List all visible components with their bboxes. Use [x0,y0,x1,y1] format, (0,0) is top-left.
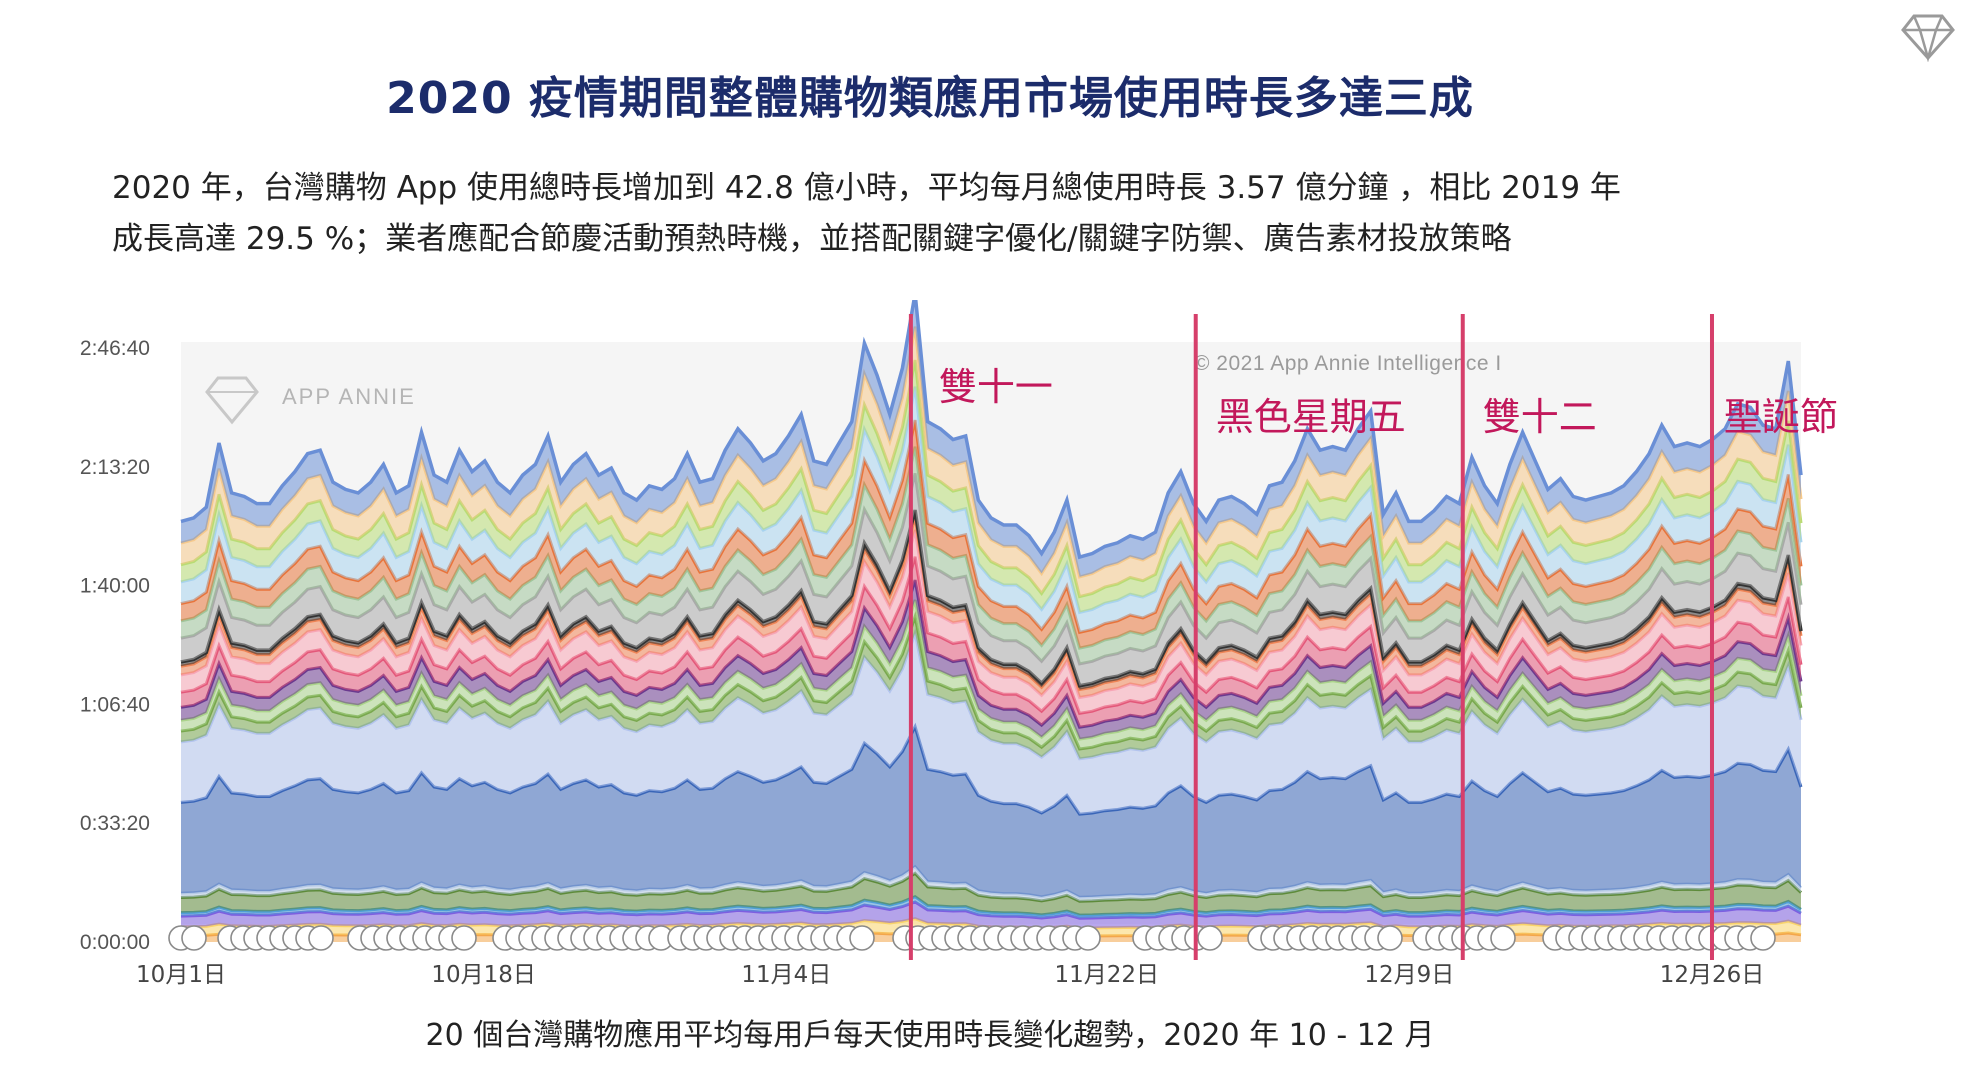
description-line-2: 成長高達 29.5 %；業者應配合節慶活動預熱時機，並搭配關鍵字優化/關鍵字防禦… [112,221,1512,257]
usage-time-area-chart: APP ANNIE © 2021 App Annie Intelligence … [80,300,1838,988]
area-layer-6 [181,866,1801,902]
y-tick-label: 1:06:40 [80,693,150,716]
watermark-text: APP ANNIE [282,384,416,409]
area-layer-12 [181,556,1801,728]
area-layer-13 [181,530,1801,714]
y-tick-label: 2:13:20 [80,456,150,479]
event-marker-bubble [1377,925,1403,951]
y-tick-label: 2:46:40 [80,337,150,360]
area-layer-17 [181,446,1801,664]
event-marker-bubble [1750,925,1776,951]
y-tick-label: 0:33:20 [80,812,150,835]
x-tick-label: 12月9日 [1364,962,1454,988]
event-marker-bubble [1075,925,1101,951]
event-marker-bubble [849,925,875,951]
event-label-3: 雙十二 [1483,395,1597,439]
area-layer-21 [181,326,1801,597]
y-tick-label: 0:00:00 [80,931,150,954]
y-axis: 0:00:00 0:33:20 1:06:40 1:40:00 2:13:20 2:46:… [80,337,150,954]
area-layer-8 [181,633,1801,815]
app-annie-diamond-icon [1900,12,1956,67]
area-layer-3 [181,902,1801,929]
area-layer-20 [181,360,1801,613]
x-tick-label: 12月26日 [1660,962,1765,988]
area-layer-7 [181,726,1801,898]
chart-caption: 20 個台灣購物應用平均每用戶每天使用時長變化趨勢，2020 年 10 - 12… [425,1018,1435,1053]
copyright-text: © 2021 App Annie Intelligence I [1194,352,1502,375]
event-marker-bubble [181,925,207,951]
page-title: 2020 疫情期間整體購物類應用市場使用時長多達三成 [386,73,1474,124]
area-layer-14 [181,516,1801,698]
area-layer-16 [181,473,1801,686]
area-layer-9 [181,616,1801,759]
event-marker-bubble [451,925,477,951]
event-marker-bubble [1197,925,1223,951]
event-label-4: 聖誕節 [1724,395,1838,439]
event-label-2: 黑色星期五 [1216,395,1406,439]
x-tick-label: 10月18日 [431,962,536,988]
description-line-1: 2020 年，台灣購物 App 使用總時長增加到 42.8 億小時，平均每月總使… [112,170,1621,206]
app-annie-watermark: APP ANNIE [205,376,416,425]
event-markers-row [168,925,1776,951]
event-marker-bubble [1490,925,1516,951]
y-tick-label: 1:40:00 [80,575,150,598]
area-layer-10 [181,600,1801,749]
area-layer-18 [181,420,1801,649]
area-layer-4 [181,896,1801,919]
event-marker-bubble [308,925,334,951]
x-axis: 10月1日 10月18日 11月4日 11月22日 12月9日 12月26日 [136,962,1764,988]
x-tick-label: 10月1日 [136,962,226,988]
x-tick-label: 11月22日 [1054,962,1159,988]
area-layer-11 [181,580,1801,740]
area-layer-5 [181,873,1801,916]
series-line-22 [180,300,1803,560]
area-layer-19 [181,386,1801,633]
x-tick-label: 11月4日 [741,962,831,988]
event-label-1: 雙十一 [939,365,1053,409]
area-layer-22 [181,300,1801,577]
